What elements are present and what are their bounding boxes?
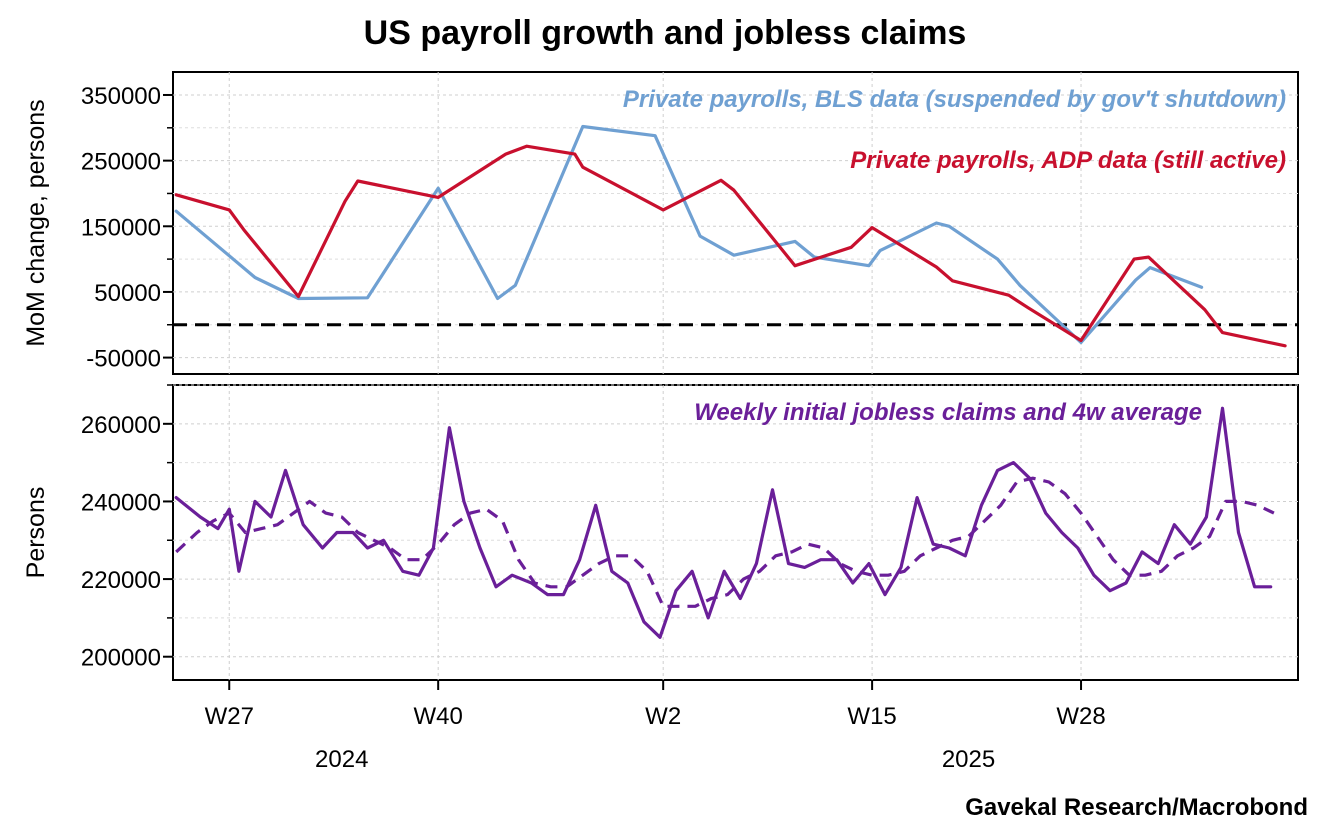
x-year-label: 2025 [942, 746, 995, 773]
series-line-private-payrolls-adp-data-still-active [174, 144, 1287, 348]
payrolls-y-ticks: -50000 50000 150000 250000 350000 [81, 83, 173, 373]
series-line-private-payrolls-bls-data-suspended-by-gov-t-shutdown [174, 124, 1204, 345]
x-year-label: 2024 [315, 746, 368, 773]
payrolls-frame [172, 71, 1299, 375]
series-line-weekly-initial-jobless-claims-and-4w-average [174, 406, 1273, 639]
y-tick-label: 260000 [81, 412, 161, 439]
x-axis: W27 W40 W2 W15 W28 2024 2025 [205, 680, 1106, 773]
x-tick-label: W15 [847, 703, 896, 730]
y-tick-label: -50000 [86, 346, 161, 373]
payrolls-gridlines [173, 72, 1298, 374]
legend-claims: Weekly initial jobless claims and 4w ave… [694, 399, 1202, 426]
y-tick-label: 350000 [81, 83, 161, 110]
legend-adp: Private payrolls, ADP data (still active… [850, 147, 1286, 174]
payrolls-y-axis-label: MoM change, persons [22, 99, 50, 346]
y-tick-label: 200000 [81, 645, 161, 672]
legend-bls: Private payrolls, BLS data (suspended by… [623, 86, 1286, 113]
payrolls-panel: -50000 50000 150000 250000 350000 MoM change… [22, 71, 1299, 375]
chart-title: US payroll growth and jobless claims [364, 14, 967, 52]
claims-series [174, 406, 1275, 639]
y-tick-label: 250000 [81, 149, 161, 176]
y-tick-label: 50000 [94, 280, 161, 307]
x-tick-label: W27 [205, 703, 254, 730]
y-tick-label: 240000 [81, 489, 161, 516]
claims-y-axis-label: Persons [22, 487, 50, 579]
source-credit: Gavekal Research/Macrobond [965, 794, 1308, 821]
x-tick-label: W2 [645, 703, 681, 730]
y-tick-label: 150000 [81, 214, 161, 241]
claims-panel: 200000 220000 240000 260000 Persons Weekly … [22, 384, 1299, 681]
claims-frame [172, 384, 1299, 681]
claims-gridlines [173, 384, 1298, 680]
payrolls-series [174, 124, 1287, 348]
x-tick-label: W40 [413, 703, 462, 730]
claims-y-ticks: 200000 220000 240000 260000 [81, 384, 173, 672]
y-tick-label: 220000 [81, 567, 161, 594]
x-tick-label: W28 [1056, 703, 1105, 730]
series-line-4w-average [175, 476, 1275, 608]
